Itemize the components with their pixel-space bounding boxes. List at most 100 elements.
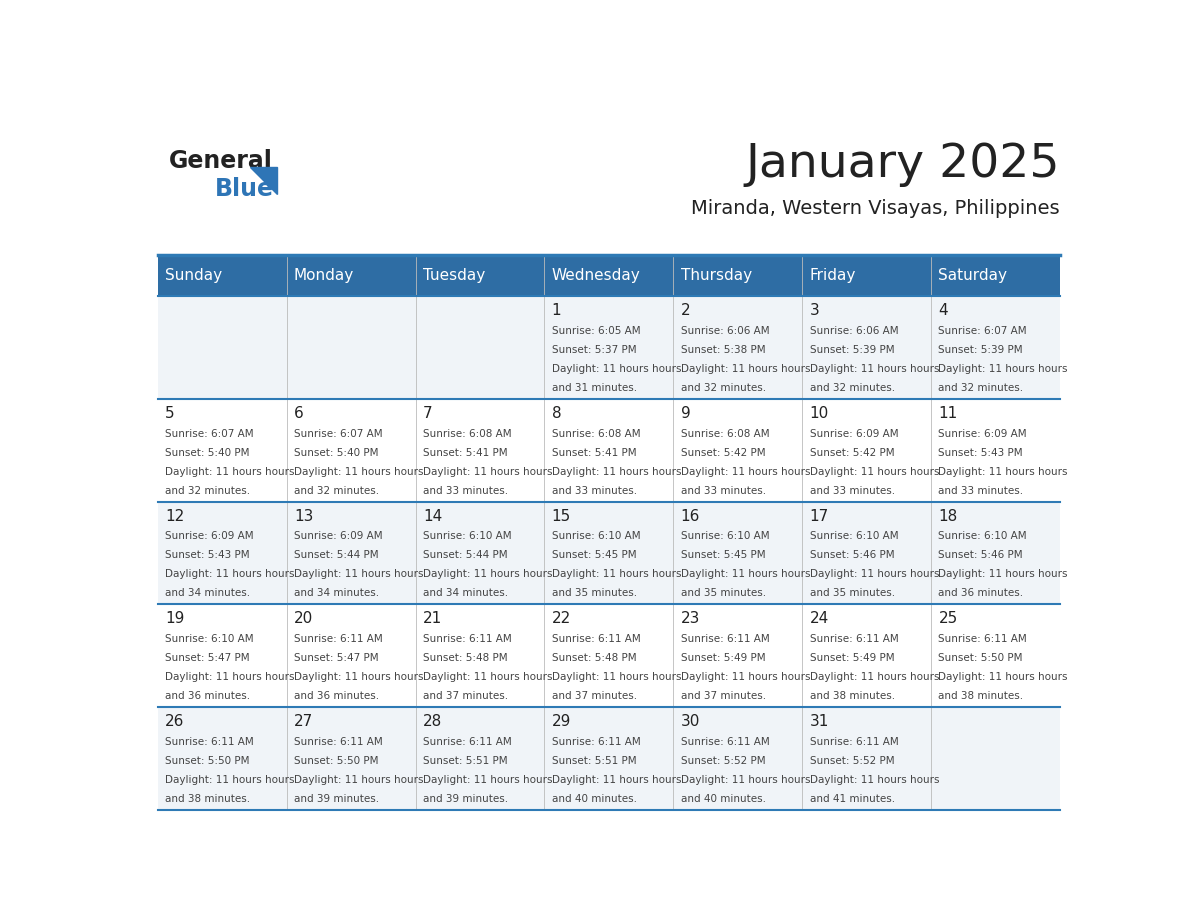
Text: Sunset: 5:39 PM: Sunset: 5:39 PM bbox=[809, 345, 895, 354]
Text: Sunset: 5:45 PM: Sunset: 5:45 PM bbox=[681, 550, 765, 560]
Text: Sunday: Sunday bbox=[165, 268, 222, 283]
FancyBboxPatch shape bbox=[544, 255, 674, 297]
Text: Friday: Friday bbox=[809, 268, 855, 283]
Text: Sunrise: 6:11 AM: Sunrise: 6:11 AM bbox=[939, 634, 1028, 644]
Text: Sunrise: 6:10 AM: Sunrise: 6:10 AM bbox=[681, 532, 770, 542]
Text: Daylight: 11 hours hours: Daylight: 11 hours hours bbox=[165, 569, 295, 579]
Text: 14: 14 bbox=[423, 509, 442, 523]
Text: Sunrise: 6:08 AM: Sunrise: 6:08 AM bbox=[551, 429, 640, 439]
Text: and 32 minutes.: and 32 minutes. bbox=[165, 486, 251, 496]
Text: Daylight: 11 hours hours: Daylight: 11 hours hours bbox=[293, 672, 423, 682]
Text: Saturday: Saturday bbox=[939, 268, 1007, 283]
Text: Sunset: 5:49 PM: Sunset: 5:49 PM bbox=[681, 653, 765, 663]
Text: Daylight: 11 hours hours: Daylight: 11 hours hours bbox=[293, 569, 423, 579]
Text: Sunset: 5:46 PM: Sunset: 5:46 PM bbox=[939, 550, 1023, 560]
Text: Sunrise: 6:10 AM: Sunrise: 6:10 AM bbox=[423, 532, 512, 542]
Text: 27: 27 bbox=[293, 714, 314, 729]
Text: Daylight: 11 hours hours: Daylight: 11 hours hours bbox=[293, 775, 423, 785]
Text: Sunrise: 6:11 AM: Sunrise: 6:11 AM bbox=[809, 737, 898, 747]
Text: 19: 19 bbox=[165, 611, 184, 626]
Text: Daylight: 11 hours hours: Daylight: 11 hours hours bbox=[165, 672, 295, 682]
Text: and 32 minutes.: and 32 minutes. bbox=[809, 383, 895, 393]
Text: and 40 minutes.: and 40 minutes. bbox=[681, 794, 765, 804]
Text: Sunset: 5:40 PM: Sunset: 5:40 PM bbox=[293, 448, 379, 457]
Text: and 38 minutes.: and 38 minutes. bbox=[165, 794, 251, 804]
Text: Sunrise: 6:08 AM: Sunrise: 6:08 AM bbox=[423, 429, 512, 439]
Text: 16: 16 bbox=[681, 509, 700, 523]
FancyBboxPatch shape bbox=[158, 604, 1060, 707]
Text: Daylight: 11 hours hours: Daylight: 11 hours hours bbox=[551, 466, 681, 476]
FancyBboxPatch shape bbox=[158, 707, 1060, 810]
Text: and 33 minutes.: and 33 minutes. bbox=[551, 486, 637, 496]
Text: and 32 minutes.: and 32 minutes. bbox=[681, 383, 766, 393]
Text: Sunset: 5:49 PM: Sunset: 5:49 PM bbox=[809, 653, 895, 663]
Text: Daylight: 11 hours hours: Daylight: 11 hours hours bbox=[681, 672, 810, 682]
Text: 17: 17 bbox=[809, 509, 829, 523]
Text: 9: 9 bbox=[681, 406, 690, 421]
Text: 21: 21 bbox=[423, 611, 442, 626]
Text: Daylight: 11 hours hours: Daylight: 11 hours hours bbox=[551, 672, 681, 682]
Text: Sunset: 5:52 PM: Sunset: 5:52 PM bbox=[809, 756, 895, 766]
Text: 6: 6 bbox=[293, 406, 304, 421]
Text: Sunrise: 6:11 AM: Sunrise: 6:11 AM bbox=[165, 737, 254, 747]
Text: Daylight: 11 hours hours: Daylight: 11 hours hours bbox=[939, 672, 1068, 682]
Text: Daylight: 11 hours hours: Daylight: 11 hours hours bbox=[809, 364, 939, 374]
Text: Sunset: 5:37 PM: Sunset: 5:37 PM bbox=[551, 345, 637, 354]
Text: Daylight: 11 hours hours: Daylight: 11 hours hours bbox=[423, 672, 552, 682]
Text: Sunset: 5:43 PM: Sunset: 5:43 PM bbox=[165, 550, 249, 560]
Text: Sunrise: 6:11 AM: Sunrise: 6:11 AM bbox=[809, 634, 898, 644]
Text: Daylight: 11 hours hours: Daylight: 11 hours hours bbox=[551, 569, 681, 579]
Text: 11: 11 bbox=[939, 406, 958, 421]
FancyBboxPatch shape bbox=[931, 255, 1060, 297]
Text: Daylight: 11 hours hours: Daylight: 11 hours hours bbox=[681, 466, 810, 476]
Text: Sunset: 5:48 PM: Sunset: 5:48 PM bbox=[423, 653, 507, 663]
Text: Sunset: 5:50 PM: Sunset: 5:50 PM bbox=[293, 756, 379, 766]
Text: Daylight: 11 hours hours: Daylight: 11 hours hours bbox=[939, 569, 1068, 579]
Text: Sunrise: 6:09 AM: Sunrise: 6:09 AM bbox=[939, 429, 1028, 439]
Text: Sunset: 5:51 PM: Sunset: 5:51 PM bbox=[423, 756, 507, 766]
Text: 22: 22 bbox=[551, 611, 571, 626]
Text: and 34 minutes.: and 34 minutes. bbox=[165, 588, 251, 599]
Text: Sunrise: 6:11 AM: Sunrise: 6:11 AM bbox=[423, 634, 512, 644]
Text: Sunrise: 6:11 AM: Sunrise: 6:11 AM bbox=[293, 634, 383, 644]
Text: Sunset: 5:50 PM: Sunset: 5:50 PM bbox=[939, 653, 1023, 663]
Text: and 33 minutes.: and 33 minutes. bbox=[681, 486, 766, 496]
Text: Sunrise: 6:10 AM: Sunrise: 6:10 AM bbox=[165, 634, 254, 644]
Text: 12: 12 bbox=[165, 509, 184, 523]
Text: Sunset: 5:45 PM: Sunset: 5:45 PM bbox=[551, 550, 637, 560]
Text: Blue: Blue bbox=[215, 177, 273, 201]
Text: Sunset: 5:47 PM: Sunset: 5:47 PM bbox=[165, 653, 249, 663]
Text: Daylight: 11 hours hours: Daylight: 11 hours hours bbox=[165, 775, 295, 785]
Text: Sunset: 5:50 PM: Sunset: 5:50 PM bbox=[165, 756, 249, 766]
FancyBboxPatch shape bbox=[286, 255, 416, 297]
Text: and 36 minutes.: and 36 minutes. bbox=[165, 691, 251, 701]
Text: Sunset: 5:44 PM: Sunset: 5:44 PM bbox=[423, 550, 507, 560]
FancyBboxPatch shape bbox=[158, 501, 1060, 604]
Text: and 32 minutes.: and 32 minutes. bbox=[293, 486, 379, 496]
Text: Sunrise: 6:11 AM: Sunrise: 6:11 AM bbox=[423, 737, 512, 747]
Text: and 39 minutes.: and 39 minutes. bbox=[423, 794, 508, 804]
Text: Sunrise: 6:09 AM: Sunrise: 6:09 AM bbox=[165, 532, 254, 542]
Text: and 40 minutes.: and 40 minutes. bbox=[551, 794, 637, 804]
Text: Sunset: 5:52 PM: Sunset: 5:52 PM bbox=[681, 756, 765, 766]
Text: Wednesday: Wednesday bbox=[551, 268, 640, 283]
Text: 3: 3 bbox=[809, 303, 820, 319]
Text: Sunset: 5:41 PM: Sunset: 5:41 PM bbox=[423, 448, 507, 457]
Text: Sunset: 5:44 PM: Sunset: 5:44 PM bbox=[293, 550, 379, 560]
Text: Sunrise: 6:09 AM: Sunrise: 6:09 AM bbox=[293, 532, 383, 542]
Text: 1: 1 bbox=[551, 303, 562, 319]
Text: Sunrise: 6:10 AM: Sunrise: 6:10 AM bbox=[939, 532, 1028, 542]
Text: Daylight: 11 hours hours: Daylight: 11 hours hours bbox=[681, 569, 810, 579]
Text: 4: 4 bbox=[939, 303, 948, 319]
Text: Sunset: 5:39 PM: Sunset: 5:39 PM bbox=[939, 345, 1023, 354]
Text: 28: 28 bbox=[423, 714, 442, 729]
Text: 20: 20 bbox=[293, 611, 314, 626]
Text: Daylight: 11 hours hours: Daylight: 11 hours hours bbox=[809, 466, 939, 476]
Text: Daylight: 11 hours hours: Daylight: 11 hours hours bbox=[939, 364, 1068, 374]
Text: Sunrise: 6:09 AM: Sunrise: 6:09 AM bbox=[809, 429, 898, 439]
Text: Sunrise: 6:06 AM: Sunrise: 6:06 AM bbox=[681, 326, 770, 336]
Text: and 32 minutes.: and 32 minutes. bbox=[939, 383, 1024, 393]
Text: 29: 29 bbox=[551, 714, 571, 729]
Text: Sunrise: 6:07 AM: Sunrise: 6:07 AM bbox=[939, 326, 1028, 336]
Text: and 33 minutes.: and 33 minutes. bbox=[423, 486, 508, 496]
